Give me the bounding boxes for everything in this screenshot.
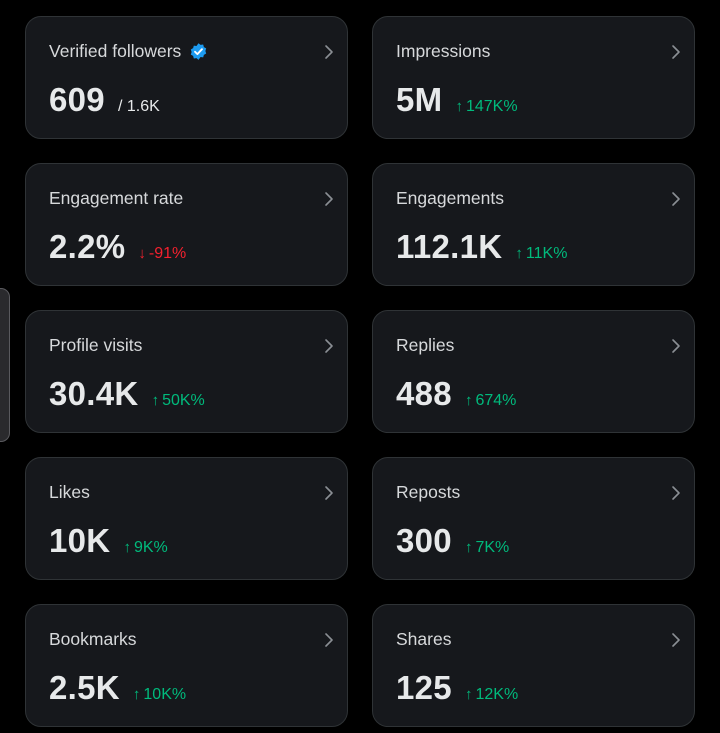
metric-value-row: 488 ↑ 674% (396, 375, 516, 413)
metric-title-row: Engagements (396, 188, 504, 209)
metric-value: 300 (396, 522, 452, 559)
metric-card-engagements[interactable]: Engagements 112.1K ↑ 11K% (372, 163, 695, 286)
metric-delta-value: 11K% (525, 245, 568, 262)
metric-delta: ↑ 7K% (465, 539, 509, 557)
metric-value-row: 609 / 1.6K (49, 81, 160, 119)
metric-value-row: 112.1K ↑ 11K% (396, 228, 567, 266)
metric-value-row: 10K ↑ 9K% (49, 522, 168, 560)
metric-value: 10K (49, 522, 111, 559)
metric-delta: ↑ 11K% (515, 245, 567, 263)
metric-title-row: Engagement rate (49, 188, 183, 209)
metric-title: Impressions (396, 41, 491, 61)
side-drawer-handle[interactable] (0, 288, 10, 442)
metric-value-row: 125 ↑ 12K% (396, 669, 518, 707)
chevron-right-icon (325, 486, 333, 500)
metric-title-row: Likes (49, 482, 90, 503)
metric-value-row: 30.4K ↑ 50K% (49, 375, 205, 413)
metric-title-row: Profile visits (49, 335, 142, 356)
metric-title: Reposts (396, 482, 461, 502)
metric-total: / 1.6K (117, 98, 160, 115)
metric-card-shares[interactable]: Shares 125 ↑ 12K% (372, 604, 695, 727)
metric-title-row: Shares (396, 629, 451, 650)
metric-delta: ↓ -91% (138, 245, 186, 263)
metric-value-row: 2.2% ↓ -91% (49, 228, 186, 266)
metric-delta: ↑ 12K% (465, 686, 518, 704)
metric-delta-value: 12K% (475, 686, 519, 703)
metric-value: 30.4K (49, 375, 139, 412)
metric-title: Engagement rate (49, 188, 184, 208)
metric-card-likes[interactable]: Likes 10K ↑ 9K% (25, 457, 348, 580)
metric-delta-value: 9K% (133, 539, 168, 556)
arrow-up-icon: ↑ (151, 392, 160, 409)
metric-title-row: Replies (396, 335, 454, 356)
chevron-right-icon (672, 486, 680, 500)
chevron-right-icon (672, 339, 680, 353)
metric-value: 2.5K (49, 669, 120, 706)
chevron-right-icon (325, 633, 333, 647)
metric-title: Likes (49, 482, 90, 502)
metric-delta-value: 50K% (162, 392, 205, 409)
metric-card-profile-visits[interactable]: Profile visits 30.4K ↑ 50K% (25, 310, 348, 433)
arrow-up-icon: ↑ (464, 392, 473, 409)
metric-delta-value: 147K% (465, 98, 518, 115)
arrow-up-icon: ↑ (455, 98, 463, 115)
metric-title-row: Reposts (396, 482, 460, 503)
arrow-up-icon: ↑ (132, 686, 141, 703)
chevron-right-icon (672, 45, 680, 59)
metrics-grid: Verified followers 609 / 1.6K Impression… (25, 16, 695, 727)
chevron-right-icon (325, 339, 333, 353)
metric-delta: ↑ 10K% (133, 686, 186, 704)
metric-card-reposts[interactable]: Reposts 300 ↑ 7K% (372, 457, 695, 580)
metric-delta: ↑ 9K% (123, 539, 167, 557)
metric-value: 112.1K (396, 228, 503, 265)
chevron-right-icon (325, 192, 333, 206)
metric-title: Shares (396, 629, 452, 649)
metric-card-replies[interactable]: Replies 488 ↑ 674% (372, 310, 695, 433)
arrow-up-icon: ↑ (464, 686, 473, 703)
arrow-up-icon: ↑ (515, 245, 523, 262)
metric-delta: ↑ 147K% (455, 98, 517, 116)
metric-title: Replies (396, 335, 455, 355)
metric-delta-value: 674% (475, 392, 517, 409)
metric-delta-value: -91% (148, 245, 187, 262)
chevron-right-icon (672, 633, 680, 647)
metric-card-impressions[interactable]: Impressions 5M ↑ 147K% (372, 16, 695, 139)
metric-title-row: Verified followers (49, 41, 208, 62)
metric-title: Profile visits (49, 335, 143, 355)
metric-card-bookmarks[interactable]: Bookmarks 2.5K ↑ 10K% (25, 604, 348, 727)
metric-delta-value: 7K% (475, 539, 510, 556)
chevron-right-icon (325, 45, 333, 59)
metric-card-verified-followers[interactable]: Verified followers 609 / 1.6K (25, 16, 348, 139)
metric-title-row: Impressions (396, 41, 490, 62)
metric-title: Bookmarks (49, 629, 137, 649)
metric-card-engagement-rate[interactable]: Engagement rate 2.2% ↓ -91% (25, 163, 348, 286)
verified-badge-icon (189, 42, 208, 61)
metric-value: 609 (49, 81, 105, 118)
arrow-down-icon: ↓ (138, 245, 146, 262)
metric-value: 125 (396, 669, 452, 706)
chevron-right-icon (672, 192, 680, 206)
metric-value: 488 (396, 375, 452, 412)
metric-value-row: 2.5K ↑ 10K% (49, 669, 186, 707)
metric-delta: ↑ 50K% (152, 392, 205, 410)
metric-delta: ↑ 674% (465, 392, 516, 410)
metric-value-row: 5M ↑ 147K% (396, 81, 518, 119)
metric-delta-value: 10K% (143, 686, 187, 703)
arrow-up-icon: ↑ (464, 539, 473, 556)
metric-title-row: Bookmarks (49, 629, 137, 650)
metric-value: 2.2% (49, 228, 126, 265)
arrow-up-icon: ↑ (123, 539, 131, 556)
metric-title: Engagements (396, 188, 504, 208)
metric-value: 5M (396, 81, 443, 118)
metric-title: Verified followers (49, 41, 182, 61)
metric-value-row: 300 ↑ 7K% (396, 522, 509, 560)
